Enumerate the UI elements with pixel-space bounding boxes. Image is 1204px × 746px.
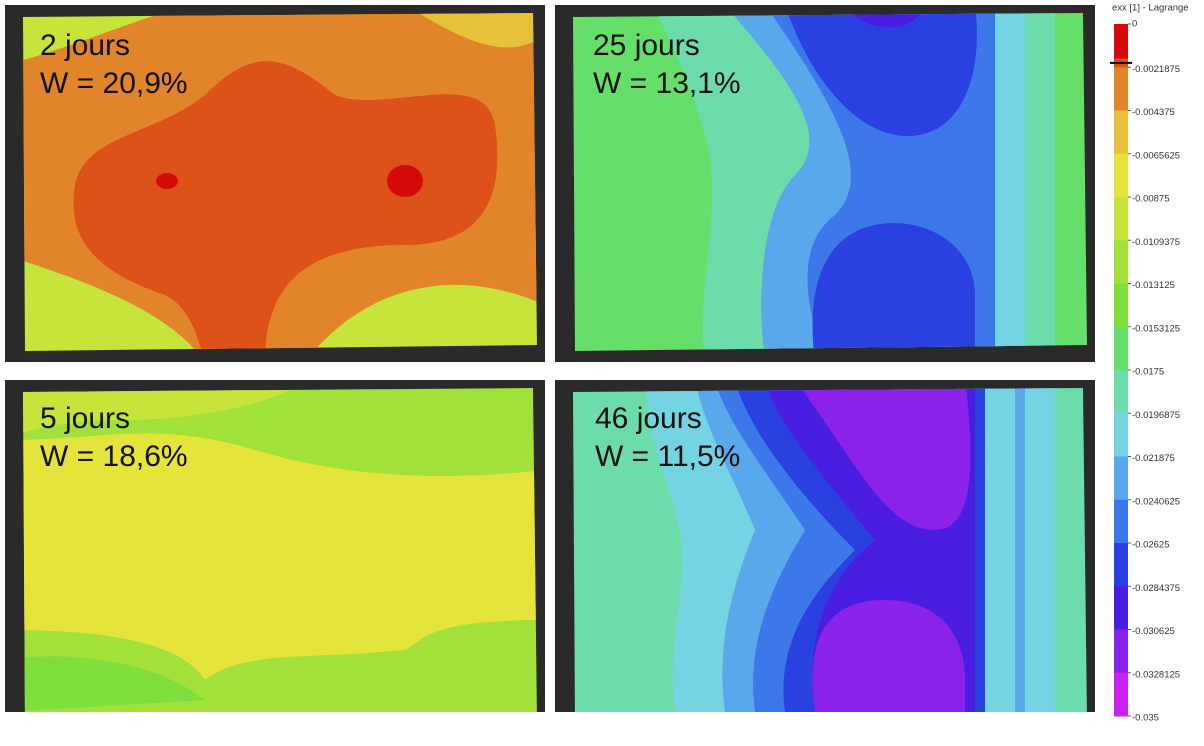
- colorbar-tick-label: 0: [1132, 19, 1137, 30]
- colorbar-tick-label: -0.0153125: [1132, 323, 1180, 334]
- colorbar-tick-label: -0.0109375: [1132, 237, 1180, 248]
- colorbar-segment: [1114, 413, 1128, 457]
- colorbar-tick-label: -0.02625: [1132, 540, 1170, 551]
- colorbar-segment: [1114, 543, 1128, 587]
- moisture-label: W = 20,9%: [40, 67, 188, 100]
- colorbar-tick-label: -0.021875: [1132, 453, 1175, 464]
- colorbar-tick-label: -0.0328125: [1132, 669, 1180, 680]
- panel: 46 jours W = 11,5%: [555, 380, 1095, 712]
- moisture-label: W = 13,1%: [593, 67, 741, 100]
- colorbar-tick-label: -0.035: [1132, 713, 1159, 724]
- colorbar-tick-label: -0.004375: [1132, 107, 1175, 118]
- panel: 2 jours W = 20,9%: [5, 5, 545, 362]
- colorbar-tick-label: -0.00875: [1132, 194, 1170, 205]
- panel: 5 jours W = 18,6%: [5, 380, 545, 712]
- colorbar-segment: [1114, 153, 1128, 198]
- panel: 25 jours W = 13,1%: [555, 5, 1095, 362]
- colorbar-segment: [1114, 370, 1128, 414]
- colorbar-segment: [1114, 499, 1128, 544]
- colorbar-segment: [1114, 672, 1128, 717]
- colorbar-segment: [1114, 586, 1128, 630]
- colorbar-segment: [1114, 67, 1128, 111]
- colorbar-tick-label: -0.0196875: [1132, 410, 1180, 421]
- colorbar-segment: [1114, 629, 1128, 674]
- colorbar-tick-label: -0.030625: [1132, 626, 1175, 637]
- colorbar-segment: [1114, 456, 1128, 501]
- colorbar-tick-label: -0.013125: [1132, 280, 1175, 291]
- moisture-label: W = 18,6%: [40, 440, 188, 473]
- colorbar-top: [1114, 24, 1128, 59]
- moisture-label: W = 11,5%: [595, 440, 740, 473]
- colorbar-segment: [1114, 326, 1128, 371]
- colorbar-tick-label: -0.0065625: [1132, 150, 1180, 161]
- colorbar-tick-label: -0.0284375: [1132, 583, 1180, 594]
- colorbar-title: exx [1] - Lagrange: [1112, 3, 1189, 14]
- day-label: 25 jours: [593, 29, 700, 62]
- colorbar-tick-label: -0.0021875: [1132, 64, 1180, 75]
- colorbar-segment: [1114, 197, 1128, 241]
- colorbar-tick-label: -0.0175: [1132, 367, 1164, 378]
- colorbar-tick-label: -0.0240625: [1132, 496, 1180, 507]
- colorbar: 0 -0.0021875 -0.004375 -0.0065625 -0.00875 -0…: [1110, 19, 1180, 724]
- day-label: 2 jours: [40, 29, 130, 62]
- colorbar-segment: [1114, 240, 1128, 284]
- day-label: 5 jours: [40, 402, 130, 435]
- colorbar-segment: [1114, 283, 1128, 328]
- colorbar-segment: [1114, 110, 1128, 155]
- day-label: 46 jours: [595, 402, 702, 435]
